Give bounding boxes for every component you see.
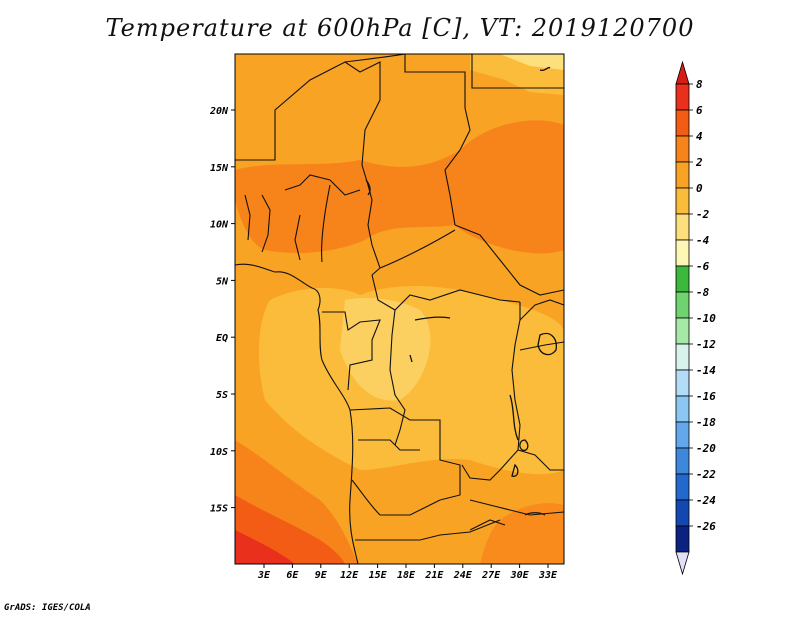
colorbar-label: -20 xyxy=(696,442,716,455)
lon-label: 12E xyxy=(340,570,359,581)
colorbar-segment xyxy=(675,447,690,475)
colorbar-segment xyxy=(675,525,690,553)
colorbar-label: -16 xyxy=(696,390,716,403)
colorbar-segment xyxy=(675,291,690,319)
colorbar-label: -18 xyxy=(696,416,716,429)
colorbar-top-arrow xyxy=(675,60,690,85)
warm-region-se xyxy=(480,503,564,564)
colorbar-label: -8 xyxy=(696,286,710,299)
colorbar-segment xyxy=(675,473,690,501)
colorbar-label: 2 xyxy=(695,156,703,169)
colorbar-label: -10 xyxy=(696,312,716,325)
grads-credit: GrADS: IGES/COLA xyxy=(4,603,91,613)
colorbar-label: -22 xyxy=(696,468,716,481)
colorbar-label: 0 xyxy=(696,182,703,195)
colorbar-segment xyxy=(675,395,690,423)
colorbar-label: 6 xyxy=(696,104,703,117)
lon-label: 30E xyxy=(510,570,530,581)
colorbar-segment xyxy=(675,499,690,527)
lon-label: 33E xyxy=(538,570,558,581)
lon-label: 21E xyxy=(424,570,444,581)
colorbar-segment xyxy=(675,369,690,397)
lon-label: 3E xyxy=(257,570,271,581)
colorbar-segment xyxy=(675,265,690,293)
colorbar-bottom-arrow xyxy=(675,551,690,576)
colorbar-segment xyxy=(675,343,690,371)
colorbar: 8 6 4 2 0 -2 -4 -6 -8 -10 -12 -14 -16 -18 -20 -22 -24 -26 xyxy=(675,60,716,576)
colorbar-segment xyxy=(675,135,690,163)
colorbar-segment xyxy=(675,109,690,137)
lon-label: 15E xyxy=(369,570,388,581)
warm-band-north xyxy=(235,120,564,254)
colorbar-label: -14 xyxy=(696,364,716,377)
colorbar-label: -24 xyxy=(696,494,716,507)
lat-label: EQ xyxy=(216,333,228,344)
map-frame xyxy=(234,53,565,565)
latitude-axis: 20N 15N 10N 5N EQ 5S 10S 15S xyxy=(209,106,235,515)
lon-label: 9E xyxy=(315,570,328,581)
colorbar-label: -26 xyxy=(696,520,716,533)
hottest-region-sw xyxy=(235,530,295,564)
colorbar-label: 8 xyxy=(696,78,703,91)
map-title: Temperature at 600hPa [C], VT: 201912070… xyxy=(105,14,695,42)
pale-region-ne xyxy=(500,54,564,70)
lat-label: 10S xyxy=(210,447,228,458)
colorbar-segment xyxy=(675,239,690,267)
lat-label: 10N xyxy=(210,220,229,231)
colorbar-segment xyxy=(675,187,690,215)
colorbar-segment xyxy=(675,421,690,449)
map-panel xyxy=(234,53,565,565)
colorbar-label: -12 xyxy=(696,338,716,351)
lat-label: 5S xyxy=(216,390,228,401)
lon-label: 27E xyxy=(481,570,501,581)
lon-label: 24E xyxy=(453,570,473,581)
colorbar-segment xyxy=(675,317,690,345)
lat-label: 15N xyxy=(210,163,229,174)
colorbar-segment xyxy=(675,83,690,111)
pale-region-center xyxy=(340,298,431,401)
colorbar-label: -6 xyxy=(696,260,710,273)
lon-label: 18E xyxy=(397,570,416,581)
colorbar-label: 4 xyxy=(696,130,703,143)
country-borders xyxy=(234,53,565,565)
colorbar-segment xyxy=(675,161,690,189)
colorbar-label: -2 xyxy=(696,208,710,221)
lakes xyxy=(365,66,557,516)
colorbar-segment xyxy=(675,213,690,241)
lat-label: 15S xyxy=(210,504,228,515)
lat-label: 20N xyxy=(209,106,229,117)
lat-label: 5N xyxy=(216,276,229,287)
longitude-axis: 3E 6E 9E 12E 15E 18E 21E 24E 27E 30E 33E xyxy=(257,564,558,581)
colorbar-label: -4 xyxy=(696,234,710,247)
lon-label: 6E xyxy=(286,570,299,581)
